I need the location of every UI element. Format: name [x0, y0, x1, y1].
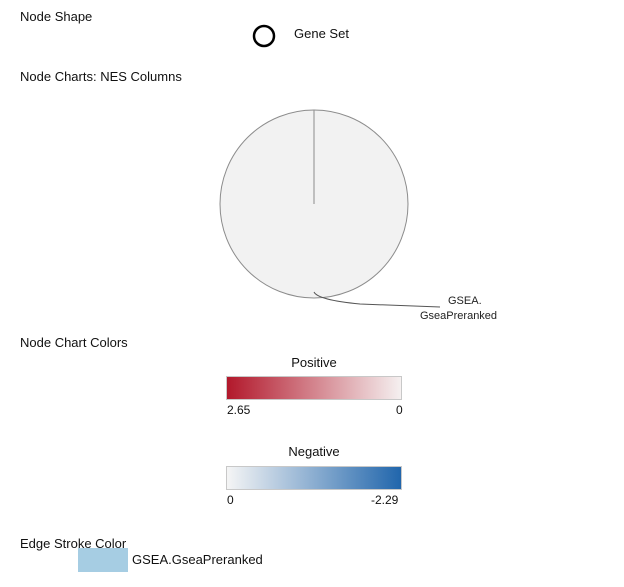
negative-min-label: 0 [227, 493, 234, 507]
negative-max-label: -2.29 [371, 493, 399, 507]
node-charts-title: Node Charts: NES Columns [20, 69, 182, 84]
negative-legend-heading: Negative [288, 444, 340, 459]
positive-min-label: 2.65 [227, 403, 251, 417]
node-shape-title: Node Shape [20, 9, 93, 24]
positive-max-label: 0 [396, 403, 403, 417]
positive-legend-heading: Positive [291, 355, 337, 370]
edge-color-swatch [78, 548, 128, 572]
edge-stroke-title: Edge Stroke Color [20, 536, 127, 551]
pie-label-line-2: GseaPreranked [420, 310, 498, 322]
pie-label-line-1: GSEA. [448, 295, 482, 307]
nes-pie-chart [219, 109, 441, 308]
node-shape-label: Gene Set [294, 26, 349, 41]
negative-gradient-bar [226, 466, 402, 490]
circle-outline-icon [252, 24, 276, 48]
pie-label-leader-line [313, 291, 441, 308]
edge-stroke-label: GSEA.GseaPreranked [132, 552, 263, 567]
node-chart-colors-title: Node Chart Colors [20, 335, 128, 350]
positive-gradient-bar [226, 376, 402, 400]
node-shape-circle [252, 24, 276, 48]
